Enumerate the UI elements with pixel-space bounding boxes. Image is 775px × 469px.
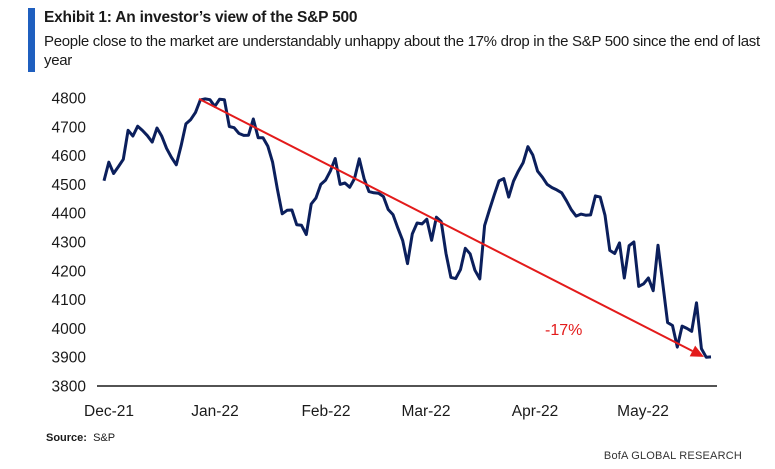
- y-tick-label: 3800: [52, 379, 87, 396]
- x-axis: Dec-21 Jan-22 Feb-22 Mar-22 Apr-22 May-22: [84, 403, 669, 420]
- chart-subtitle: People close to the market are understan…: [44, 33, 760, 69]
- x-tick-label: Jan-22: [191, 403, 238, 420]
- y-tick-label: 4500: [52, 177, 87, 194]
- y-tick-label: 4700: [52, 119, 87, 136]
- trend-arrow-head: [689, 345, 704, 357]
- source-label: Source:: [46, 432, 87, 444]
- sp500-series-line: [102, 97, 712, 359]
- accent-bar: [28, 8, 35, 72]
- trend-arrow-line: [198, 97, 693, 352]
- y-tick-label: 4100: [52, 292, 87, 309]
- y-tick-label: 4000: [52, 321, 87, 338]
- y-tick-label: 4400: [52, 206, 87, 223]
- x-tick-label: Feb-22: [301, 403, 350, 420]
- source-value: S&P: [93, 432, 116, 444]
- y-tick-label: 4300: [52, 235, 87, 252]
- x-tick-label: Apr-22: [512, 403, 559, 420]
- y-tick-label: 4200: [52, 263, 87, 280]
- y-tick-label: 3900: [52, 350, 87, 367]
- source-note: Source: S&P: [46, 432, 115, 444]
- y-tick-label: 4800: [52, 91, 87, 108]
- trend-annotation-label: -17%: [545, 322, 582, 339]
- chart-title: Exhibit 1: An investor’s view of the S&P…: [44, 9, 358, 26]
- y-axis: 3800 3900 4000 4100 4200 4300 4400 4500 4600 4700…: [52, 91, 87, 396]
- x-tick-label: Mar-22: [401, 403, 450, 420]
- x-tick-label: Dec-21: [84, 403, 134, 420]
- brand-footer: BofA GLOBAL RESEARCH: [603, 450, 742, 462]
- y-tick-label: 4600: [52, 148, 87, 165]
- x-tick-label: May-22: [617, 403, 669, 420]
